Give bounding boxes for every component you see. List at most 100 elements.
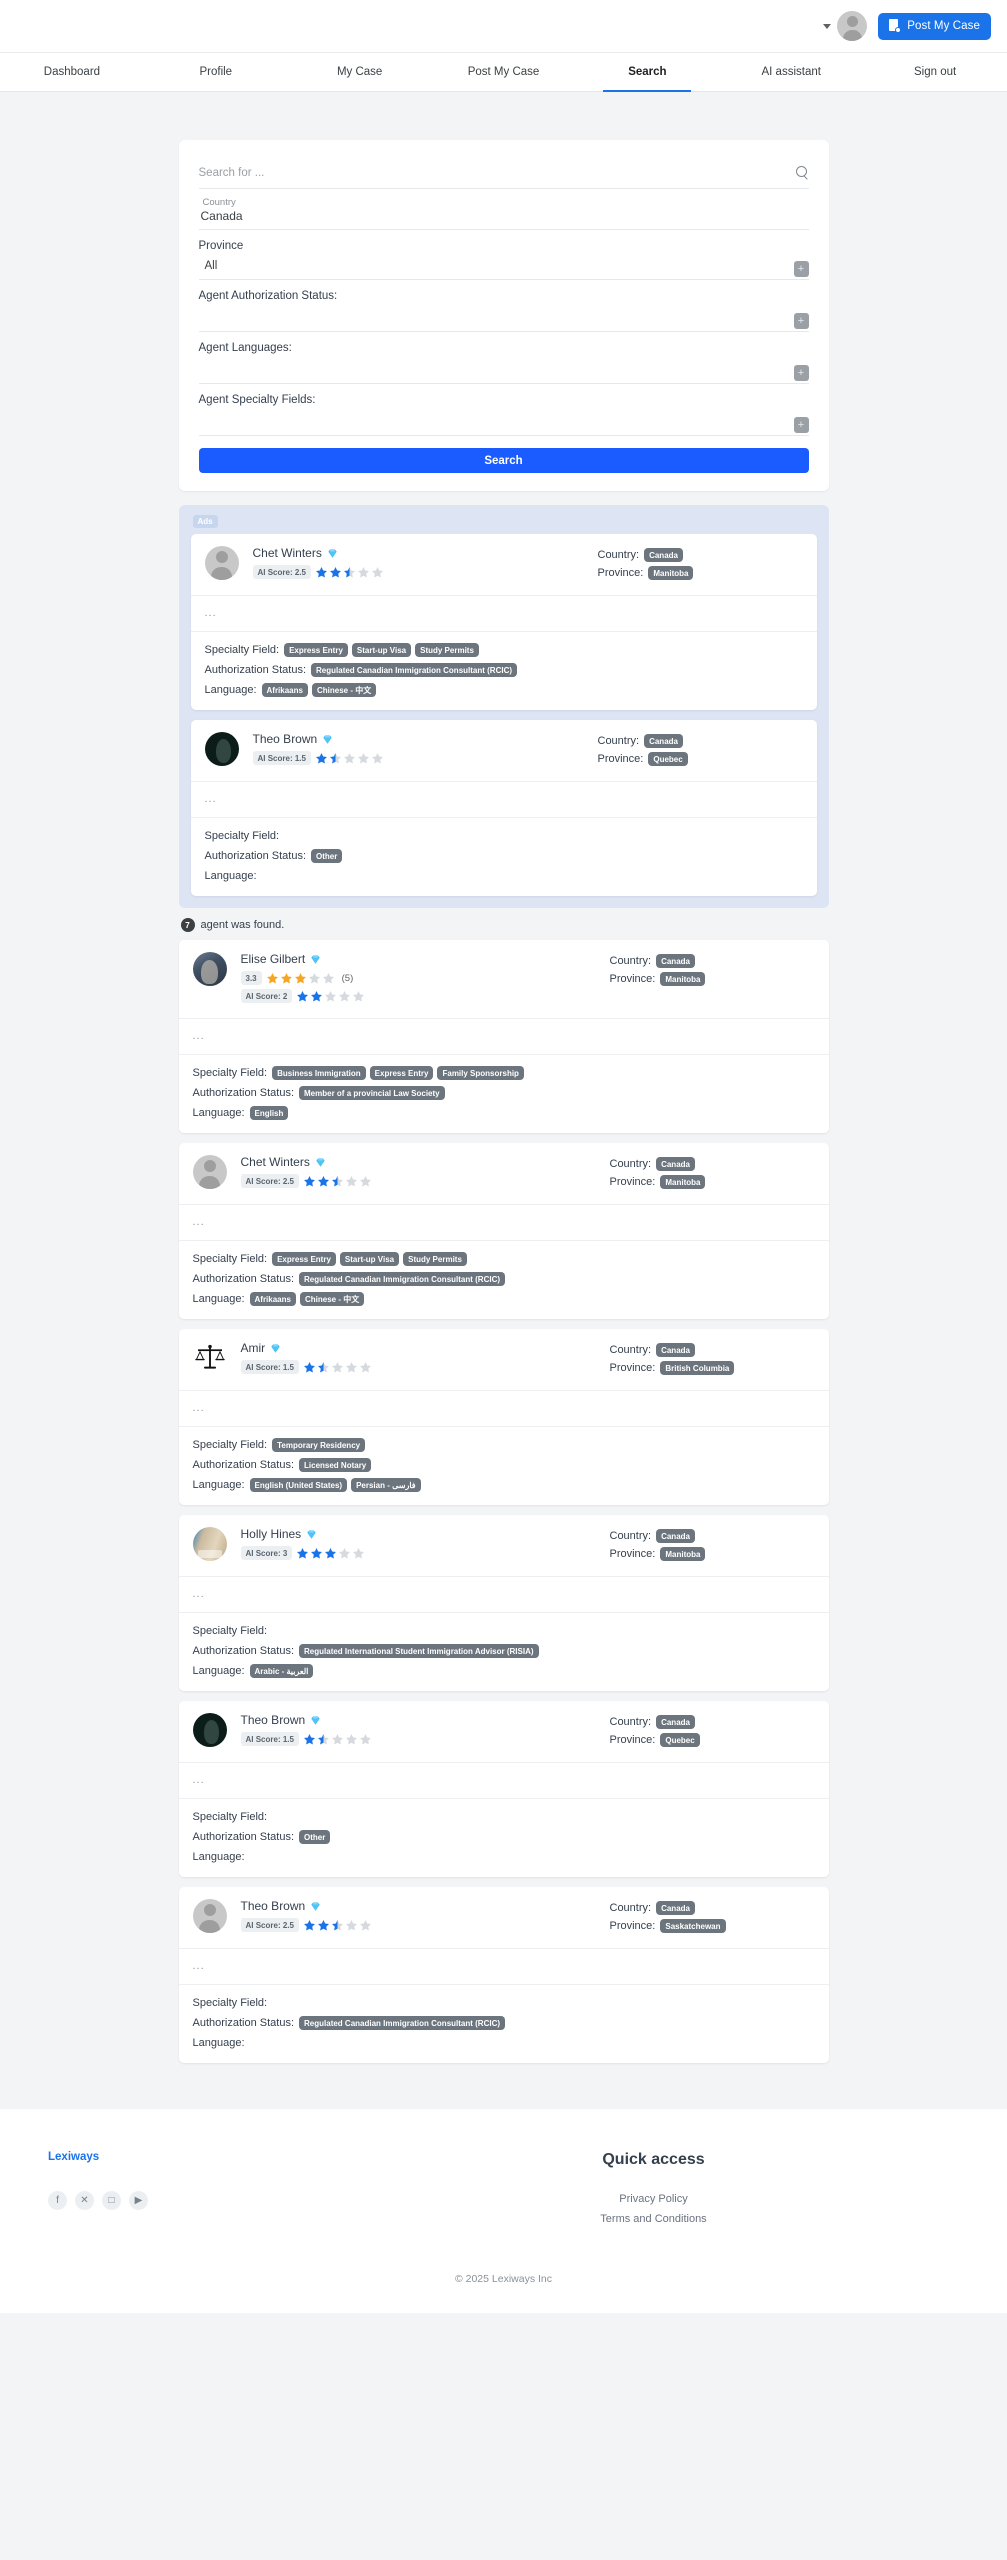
star-rating xyxy=(266,972,335,985)
user-avatar-icon[interactable] xyxy=(837,11,868,41)
agent-location: Country: Canada Province: Manitoba xyxy=(610,1527,815,1565)
languages-plus-icon[interactable]: + xyxy=(793,365,809,381)
search-input[interactable] xyxy=(198,166,788,179)
ai-score-row: AI Score: 1.5 xyxy=(240,1360,610,1374)
country-label: Country: xyxy=(609,1716,652,1728)
x-twitter-icon[interactable]: ✕ xyxy=(75,2191,94,2210)
main-navigation: Dashboard Profile My Case Post My Case Searc… xyxy=(0,52,1007,92)
footer-link[interactable]: Privacy Policy xyxy=(619,2193,688,2205)
language-label: Language: xyxy=(192,2037,245,2049)
country-field-row[interactable]: Country Canada xyxy=(198,189,809,230)
nav-item-label: My Case xyxy=(336,66,383,78)
nav-item-label: Post My Case xyxy=(467,66,540,78)
authorization-label: Authorization Status: xyxy=(204,850,307,862)
authorization-label: Authorization Status: xyxy=(204,664,307,676)
language-row: Language: xyxy=(205,867,803,885)
agent-name[interactable]: Chet Winters xyxy=(252,546,322,560)
agent-card[interactable]: Elise Gilbert 3.3 (5) AI Score: 2 Country: Ca… xyxy=(178,940,829,1133)
diamond-verified-icon xyxy=(311,1901,320,1911)
agent-avatar xyxy=(204,732,239,766)
nav-item-search[interactable]: Search xyxy=(575,53,719,91)
agent-card[interactable]: Chet Winters AI Score: 2.5 Country: Canada P… xyxy=(178,1143,829,1319)
nav-item-profile[interactable]: Profile xyxy=(144,53,288,91)
specialty-label: Specialty Field: xyxy=(204,644,280,656)
tag-chip: Afrikaans xyxy=(249,1292,296,1306)
agent-description: ... xyxy=(178,1763,829,1799)
tag-chip: Arabic - العربية xyxy=(249,1664,314,1678)
agent-card[interactable]: Holly Hines AI Score: 3 Country: Canada Prov… xyxy=(178,1515,829,1691)
nav-item-sign-out[interactable]: Sign out xyxy=(863,53,1007,91)
agent-description: ... xyxy=(190,782,817,818)
agent-description: ... xyxy=(178,1577,829,1613)
agent-description: ... xyxy=(178,1949,829,1985)
province-field-row[interactable]: Province All + xyxy=(198,230,809,280)
specialty-field-row[interactable]: Agent Specialty Fields: + xyxy=(198,384,809,436)
magnifier-icon[interactable] xyxy=(795,166,809,179)
agent-name[interactable]: Theo Brown xyxy=(240,1899,306,1913)
authorization-row: Authorization Status: Other xyxy=(205,847,803,865)
agent-name[interactable]: Theo Brown xyxy=(240,1713,306,1727)
province-label: Province: xyxy=(609,1920,656,1932)
specialty-row: Specialty Field: Temporary Residency xyxy=(193,1436,815,1454)
tag-chip: Express Entry xyxy=(284,643,348,657)
page-body: Country Canada Province All + Agent Auth… xyxy=(0,92,1007,2063)
agent-card[interactable]: Theo Brown AI Score: 2.5 Country: Canada Pro… xyxy=(178,1887,829,2063)
tag-chip: Express Entry xyxy=(272,1252,336,1266)
language-row: Language: English (United States) Persian … xyxy=(193,1476,815,1494)
search-filter-panel: Country Canada Province All + Agent Auth… xyxy=(178,140,829,491)
post-my-case-button[interactable]: Post My Case xyxy=(878,12,991,40)
language-label: Language: xyxy=(192,1107,245,1119)
specialty-plus-icon[interactable]: + xyxy=(793,417,809,433)
agent-card[interactable]: Theo Brown AI Score: 1.5 Country: Canada Pro… xyxy=(178,1701,829,1877)
country-chip: Canada xyxy=(656,1343,695,1357)
quick-access-title: Quick access xyxy=(602,2151,705,2168)
province-label: Province: xyxy=(609,1548,656,1560)
specialty-row: Specialty Field: xyxy=(205,827,803,845)
chevron-down-icon[interactable] xyxy=(823,23,832,29)
auth-status-field-row[interactable]: Agent Authorization Status: + xyxy=(198,280,809,332)
tag-chip: Study Permits xyxy=(415,643,479,657)
star-rating xyxy=(315,566,384,579)
agent-name[interactable]: Amir xyxy=(240,1341,266,1355)
country-chip: Canada xyxy=(656,1901,695,1915)
agent-card[interactable]: Amir AI Score: 1.5 Country: Canada Province:… xyxy=(178,1329,829,1505)
authorization-row: Authorization Status: Other xyxy=(193,1828,815,1846)
agent-name[interactable]: Holly Hines xyxy=(240,1527,302,1541)
facebook-icon[interactable]: f xyxy=(48,2191,67,2210)
tag-chip: English xyxy=(249,1106,289,1120)
tag-chip: Business Immigration xyxy=(272,1066,366,1080)
languages-field-row[interactable]: Agent Languages: + xyxy=(198,332,809,384)
footer-link[interactable]: Terms and Conditions xyxy=(600,2213,707,2225)
agent-location: Country: Canada Province: Quebec xyxy=(610,1713,815,1751)
nav-item-label: Sign out xyxy=(913,66,957,78)
nav-item-dashboard[interactable]: Dashboard xyxy=(0,53,144,91)
tag-chip: Regulated Canadian Immigration Consultan… xyxy=(311,663,518,677)
nav-item-label: AI assistant xyxy=(761,66,821,78)
authorization-label: Authorization Status: xyxy=(192,1645,295,1657)
tag-chip: Chinese - 中文 xyxy=(299,1292,365,1306)
agent-card-header: Theo Brown AI Score: 1.5 Country: Canada Pro… xyxy=(190,720,817,782)
auth-status-label: Agent Authorization Status: xyxy=(198,290,338,302)
authorization-row: Authorization Status: Regulated Internati… xyxy=(193,1642,815,1660)
nav-item-my-case[interactable]: My Case xyxy=(288,53,432,91)
auth-status-plus-icon[interactable]: + xyxy=(793,313,809,329)
agent-location: Country: Canada Province: Manitoba xyxy=(610,952,815,1007)
agent-name[interactable]: Theo Brown xyxy=(252,732,318,746)
footer-brand[interactable]: Lexiways xyxy=(48,2151,100,2163)
nav-item-post-my-case[interactable]: Post My Case xyxy=(432,53,576,91)
youtube-icon[interactable]: ▶ xyxy=(129,2191,148,2210)
province-plus-icon[interactable]: + xyxy=(793,261,809,277)
document-add-icon xyxy=(889,19,902,33)
country-label: Country: xyxy=(609,1902,652,1914)
search-button[interactable]: Search xyxy=(198,448,809,473)
agent-card[interactable]: Chet Winters AI Score: 2.5 Country: Canada P… xyxy=(190,534,817,710)
agent-name[interactable]: Elise Gilbert xyxy=(240,952,306,966)
instagram-icon[interactable]: □ xyxy=(102,2191,121,2210)
tag-chip: Regulated International Student Immigrat… xyxy=(299,1644,539,1658)
ai-score-value: AI Score: 1.5 xyxy=(240,1732,299,1746)
agent-card-header: Theo Brown AI Score: 1.5 Country: Canada Pro… xyxy=(178,1701,829,1763)
language-label: Language: xyxy=(192,1851,245,1863)
agent-card[interactable]: Theo Brown AI Score: 1.5 Country: Canada Pro… xyxy=(190,720,817,896)
agent-name[interactable]: Chet Winters xyxy=(240,1155,310,1169)
nav-item-ai-assistant[interactable]: AI assistant xyxy=(719,53,863,91)
